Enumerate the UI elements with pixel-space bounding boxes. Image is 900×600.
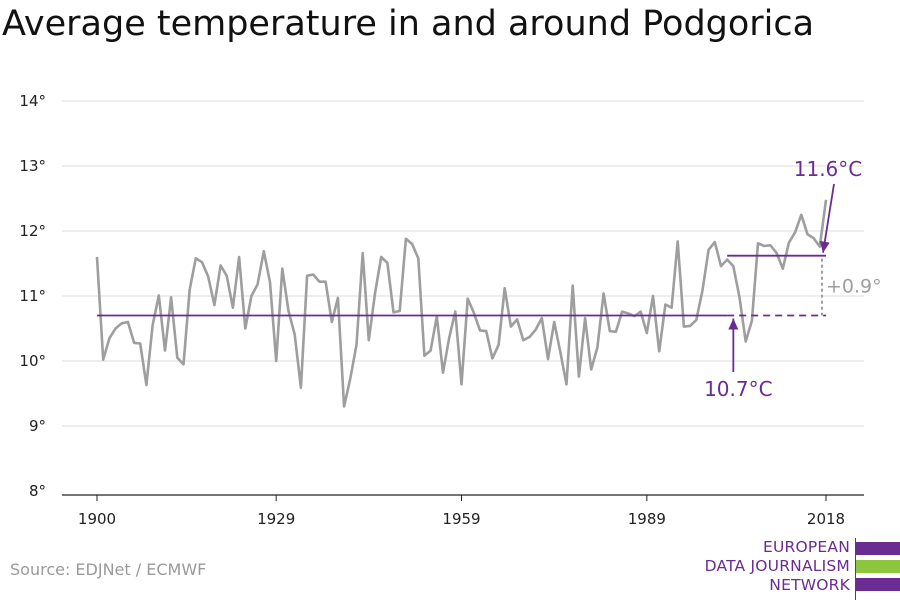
difference-label: +0.9° (826, 276, 882, 298)
y-tick-label: 13° (19, 157, 46, 175)
temperature-series-line (95, 199, 828, 408)
chart-title: Average temperature in and around Podgor… (2, 4, 815, 44)
x-tick-label: 2018 (807, 510, 845, 528)
average-1900-label: 10.7°C (704, 377, 773, 401)
y-tick-label: 11° (19, 287, 46, 305)
x-tick-label: 1900 (78, 510, 116, 528)
average-1900-arrow-head (728, 318, 739, 330)
y-tick-label: 14° (19, 92, 46, 110)
y-tick-label: 8° (29, 482, 46, 500)
average-recent-arrow-head (819, 241, 830, 253)
average-recent-arrow (822, 183, 835, 253)
logo-bar-1 (856, 542, 900, 555)
logo-line-2: DATA JOURNALISM (704, 557, 850, 575)
x-tick-label: 1959 (442, 510, 480, 528)
x-tick-label: 1929 (257, 510, 295, 528)
average-recent-label: 11.6°C (794, 157, 863, 181)
logo-bar-3 (856, 578, 900, 591)
edjnet-logo: EUROPEAN DATA JOURNALISM NETWORK (690, 538, 900, 600)
x-tick-label: 1989 (628, 510, 666, 528)
source-note: Source: EDJNet / ECMWF (10, 560, 207, 579)
logo-divider (855, 538, 856, 600)
y-tick-label: 9° (29, 417, 46, 435)
y-tick-label: 10° (19, 352, 46, 370)
logo-line-1: EUROPEAN (762, 538, 850, 556)
logo-bar-2 (856, 560, 900, 573)
logo-line-3: NETWORK (769, 576, 850, 594)
y-tick-label: 12° (19, 222, 46, 240)
